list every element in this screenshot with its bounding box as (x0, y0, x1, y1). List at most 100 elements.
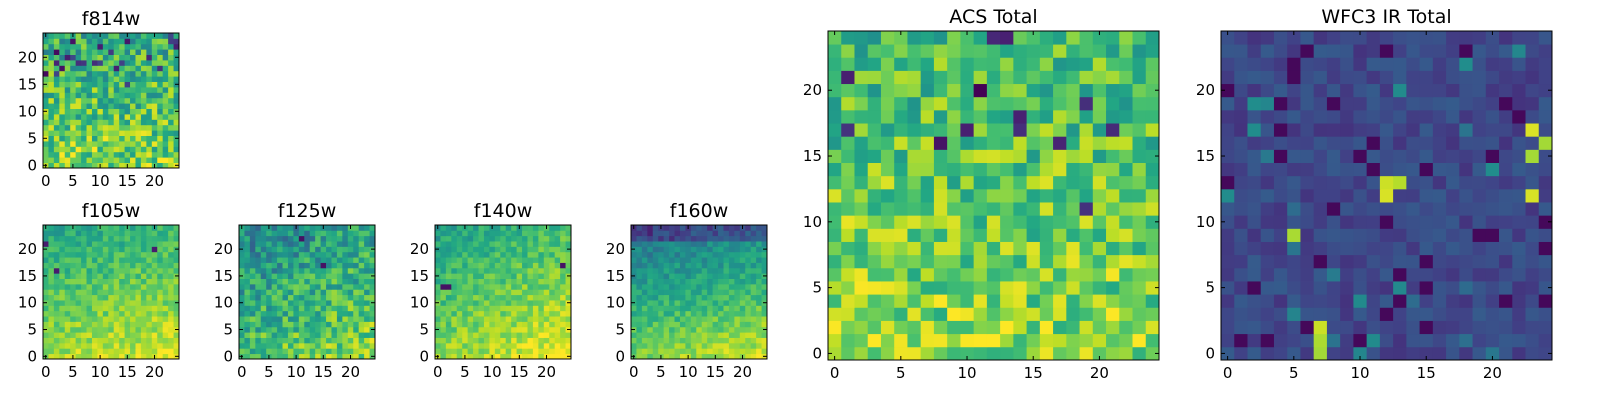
y-tick-label: 20 (410, 240, 429, 258)
heatmap-cell (168, 310, 174, 317)
heatmap-cell (1419, 241, 1434, 256)
heatmap-cell (440, 225, 447, 231)
heatmap-cell (347, 332, 354, 338)
heatmap-cell (1353, 83, 1368, 98)
heatmap-cell (658, 283, 665, 290)
heatmap-cell (701, 305, 708, 312)
heatmap-cell (309, 321, 316, 328)
heatmap-cell (59, 108, 66, 115)
heatmap-cell (168, 70, 174, 77)
heatmap-cell (1379, 254, 1394, 269)
heatmap-cell (130, 273, 136, 279)
heatmap-cell (353, 305, 360, 312)
heatmap-cell (920, 228, 935, 242)
heatmap-cell (1366, 175, 1381, 190)
heatmap-cell (1446, 31, 1460, 45)
heatmap-cell (538, 257, 545, 263)
heatmap-cell (239, 337, 245, 344)
heatmap-cell (309, 326, 316, 333)
heatmap-cell (532, 246, 539, 253)
heatmap-cell (91, 103, 98, 109)
heatmap-cell (364, 257, 370, 263)
heatmap-cell (483, 235, 490, 242)
heatmap-cell (549, 294, 556, 301)
heatmap-cell (1092, 109, 1107, 124)
heatmap-cell (483, 321, 490, 328)
heatmap-cell (342, 262, 349, 269)
heatmap-cell (718, 337, 724, 344)
heatmap-cell (728, 300, 735, 306)
heatmap-cell (277, 241, 283, 247)
heatmap-cell (690, 273, 697, 279)
heatmap-cell (1353, 162, 1368, 177)
heatmap-cell (1379, 281, 1394, 295)
heatmap-cell (933, 281, 948, 295)
heatmap-cell (162, 43, 169, 50)
heatmap-cell (151, 119, 158, 126)
heatmap-cell (1247, 281, 1262, 295)
heatmap-cell (157, 65, 164, 72)
heatmap-cell (538, 267, 545, 274)
heatmap-cell (130, 97, 136, 104)
heatmap-cell (81, 54, 87, 61)
heatmap-cell (718, 332, 724, 338)
heatmap-cell (1026, 294, 1041, 308)
heatmap-cell (1145, 123, 1160, 137)
heatmap-cell (91, 278, 98, 285)
heatmap-cell (854, 281, 869, 295)
heatmap-cell (1079, 136, 1094, 150)
heatmap-cell (70, 310, 77, 317)
heatmap-cell (1145, 215, 1160, 229)
heatmap-cell (473, 310, 479, 317)
heatmap-cell (478, 262, 485, 269)
heatmap-cell (1326, 254, 1341, 269)
heatmap-cell (1538, 267, 1553, 282)
heatmap-cell (445, 257, 452, 263)
heatmap-cell (723, 300, 730, 306)
x-tick-label: 5 (264, 363, 274, 381)
heatmap-cell (102, 141, 109, 147)
heatmap-cell (543, 337, 550, 344)
heatmap-cell (48, 332, 55, 338)
heatmap-cell (986, 188, 1001, 203)
heatmap-cell (293, 348, 300, 355)
heatmap-cell (435, 294, 441, 301)
heatmap-cell (64, 348, 71, 355)
heatmap-cell (841, 254, 855, 269)
heatmap-cell (140, 124, 147, 131)
heatmap-cell (745, 332, 752, 338)
heatmap-cell (1013, 57, 1027, 71)
heatmap-cell (701, 316, 708, 322)
heatmap-cell (1287, 109, 1301, 124)
heatmap-cell (880, 96, 895, 111)
heatmap-cell (1234, 83, 1248, 98)
heatmap-cell (636, 332, 643, 338)
heatmap-cell (920, 136, 935, 150)
heatmap-cell (255, 225, 262, 231)
heatmap-cell (538, 235, 545, 242)
heatmap-cell (734, 283, 741, 290)
heatmap-cell (1053, 320, 1067, 335)
heatmap-cell (244, 267, 251, 274)
heatmap-cell (1145, 267, 1160, 282)
heatmap-cell (1053, 96, 1067, 111)
heatmap-cell (293, 289, 300, 296)
heatmap-cell (298, 310, 305, 317)
heatmap-cell (745, 310, 752, 317)
heatmap-cell (64, 108, 71, 115)
heatmap-cell (53, 130, 60, 136)
heatmap-cell (669, 337, 675, 344)
heatmap-cell (880, 267, 895, 282)
heatmap-cell (652, 321, 659, 328)
heatmap-cell (113, 81, 120, 88)
heatmap-cell (108, 300, 115, 306)
heatmap-cell (255, 332, 262, 338)
heatmap-cell (358, 294, 365, 301)
heatmap-cell (347, 337, 354, 344)
heatmap-cell (1340, 267, 1354, 282)
heatmap-cell (647, 225, 654, 231)
heatmap-cell (1525, 83, 1540, 98)
heatmap-cell (157, 230, 164, 237)
heatmap-cell (157, 321, 164, 328)
heatmap-cell (315, 321, 321, 328)
